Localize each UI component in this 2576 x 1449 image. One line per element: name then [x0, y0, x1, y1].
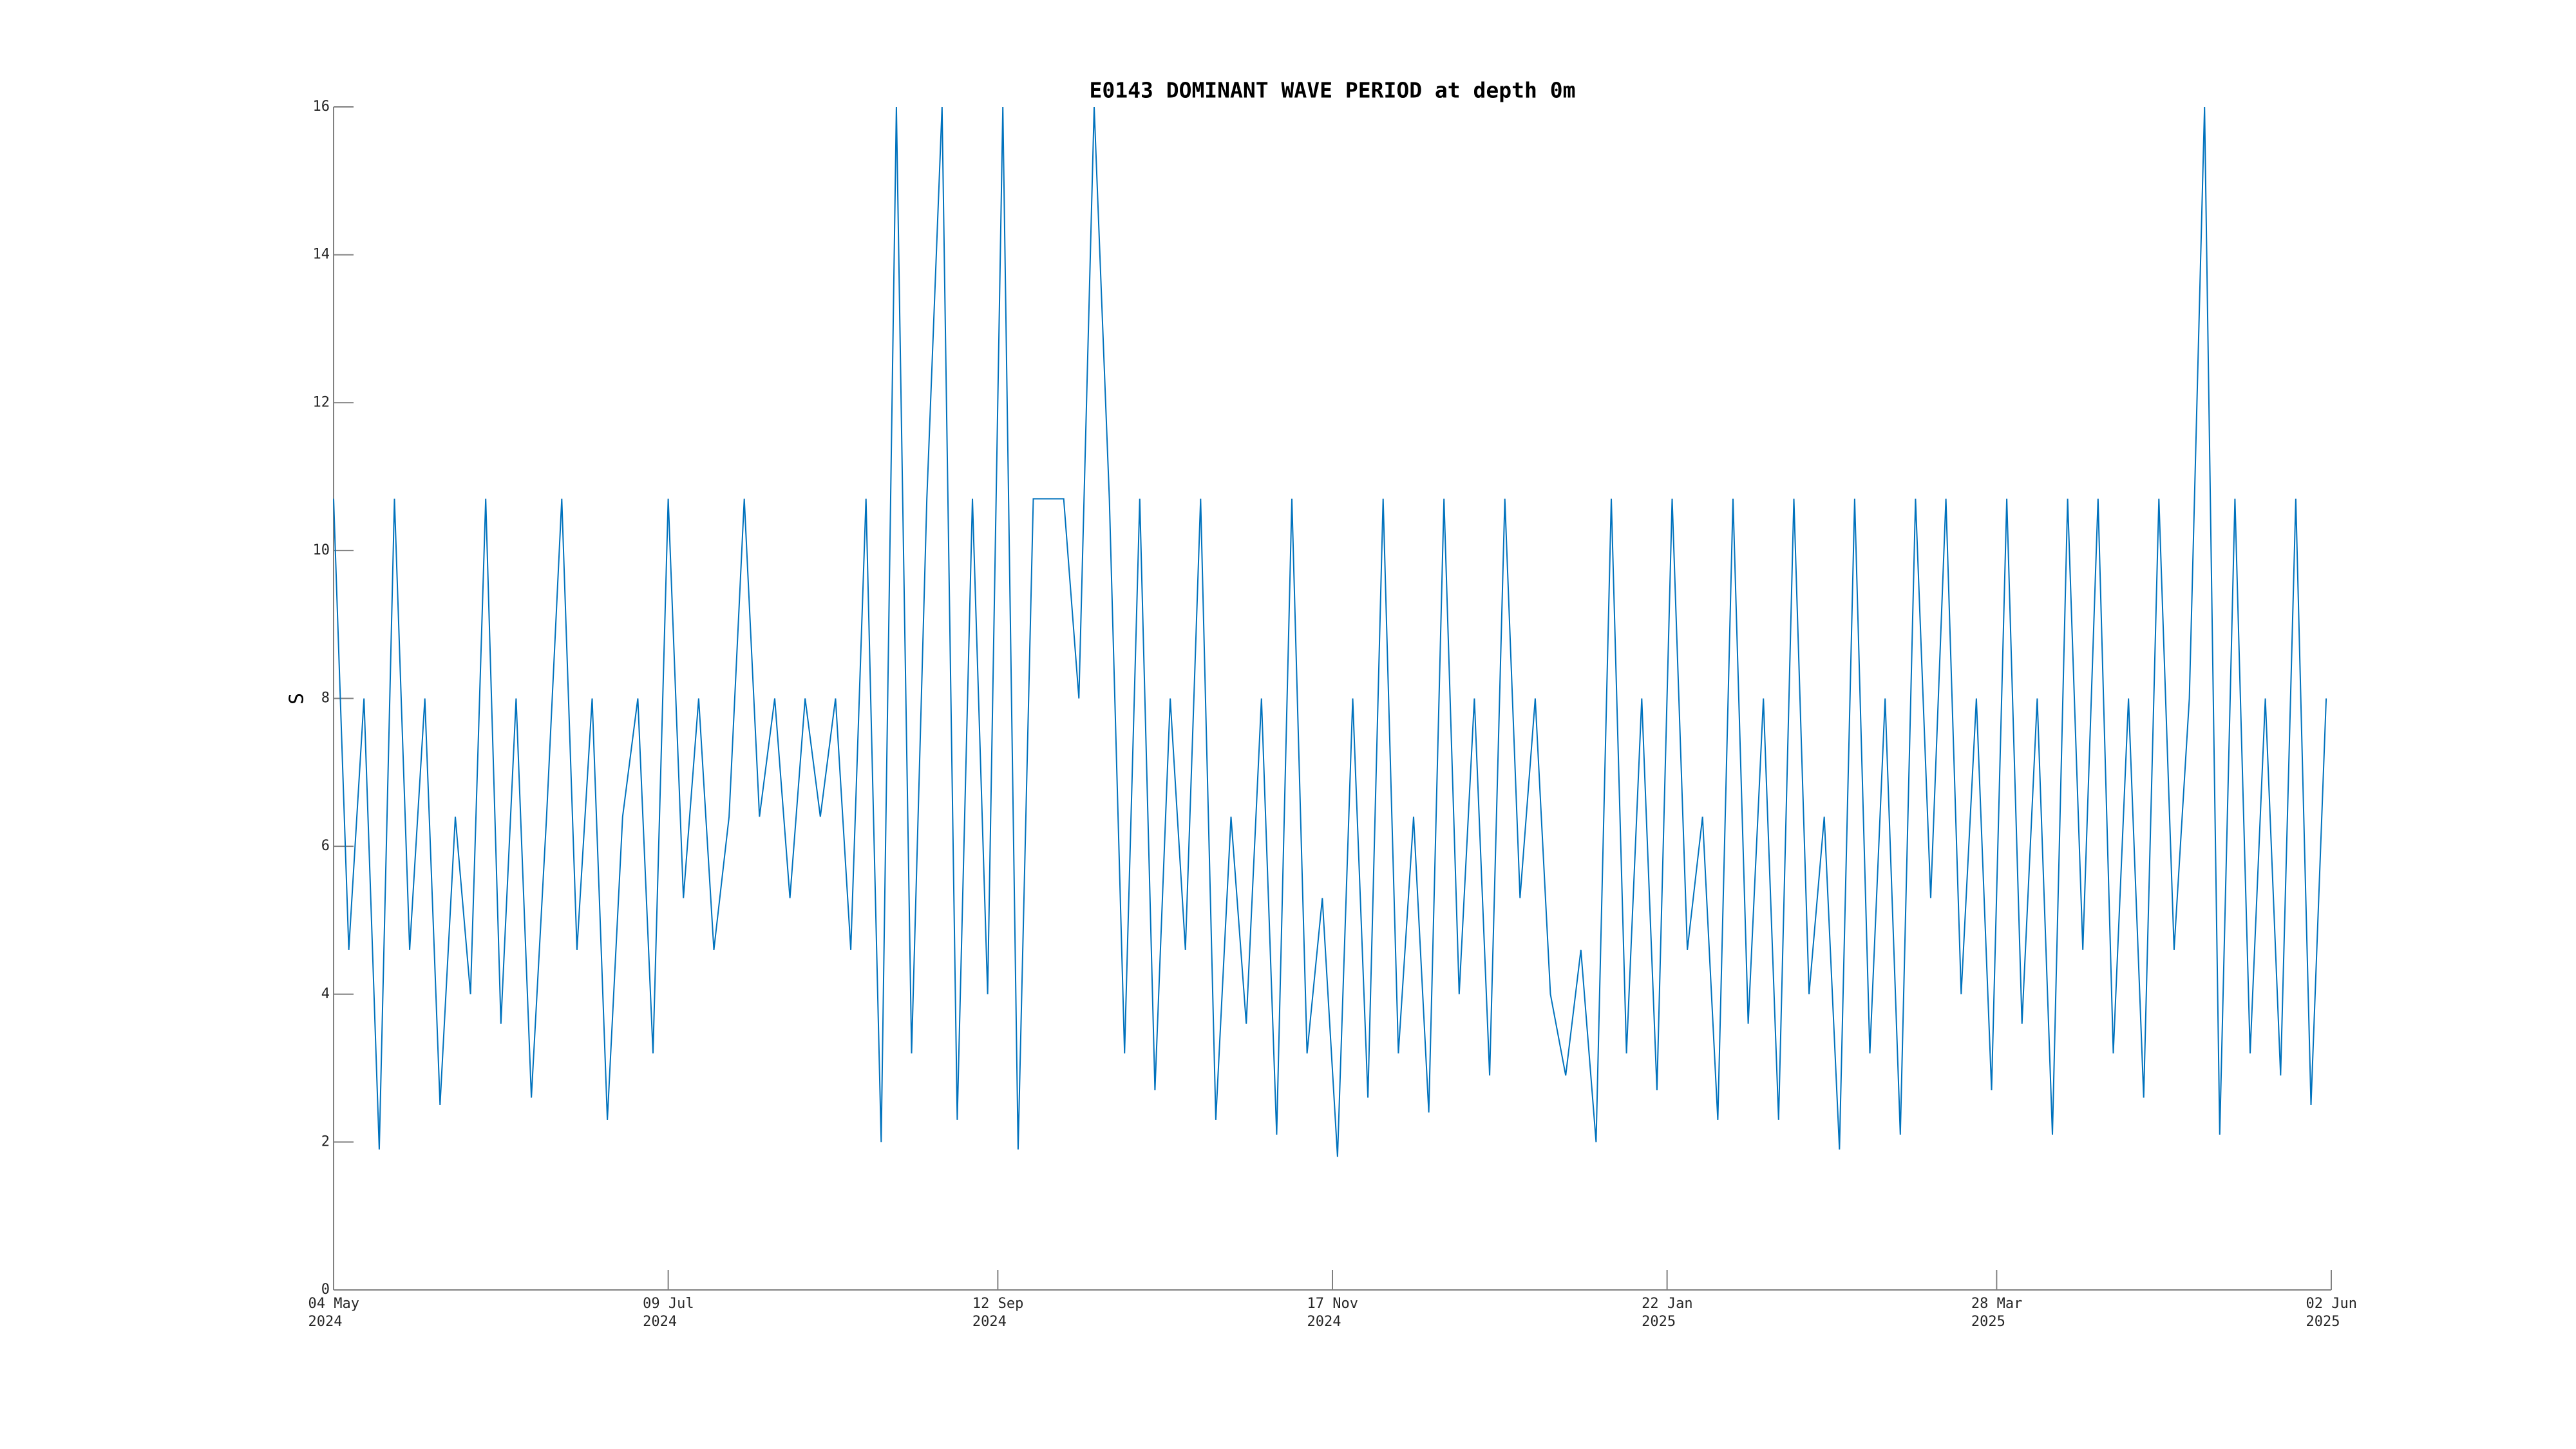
y-tick-label: 0: [321, 1282, 330, 1298]
y-tick-label: 12: [313, 394, 330, 410]
y-tick-label: 8: [321, 690, 330, 706]
y-axis-label: S: [286, 693, 308, 705]
x-tick-label: 12 Sep 2024: [972, 1296, 1024, 1330]
y-tick-label: 16: [313, 99, 330, 115]
x-tick-label: 02 Jun 2025: [2306, 1296, 2357, 1330]
y-tick-label: 6: [321, 838, 330, 854]
y-tick-label: 10: [313, 542, 330, 558]
series-line: [333, 106, 2327, 1157]
x-tick-label: 09 Jul 2024: [643, 1296, 694, 1330]
y-tick-label: 4: [321, 986, 330, 1002]
y-tick-label: 2: [321, 1133, 330, 1150]
x-tick-label: 22 Jan 2025: [1642, 1296, 1693, 1330]
x-tick-label: 17 Nov 2024: [1307, 1296, 1358, 1330]
x-tick-label: 04 May 2024: [308, 1296, 359, 1330]
x-tick-label: 28 Mar 2025: [1971, 1296, 2023, 1330]
chart-title: E0143 DOMINANT WAVE PERIOD at depth 0m: [1090, 78, 1576, 103]
y-tick-label: 14: [313, 247, 330, 263]
